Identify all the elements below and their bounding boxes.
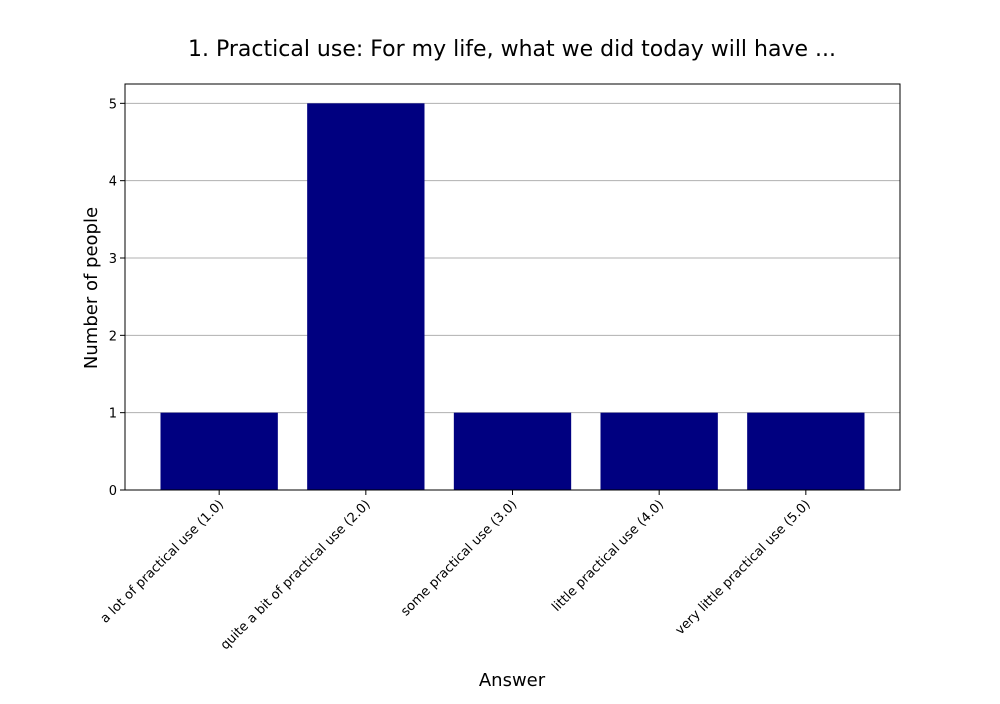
- y-tick-label: 0: [109, 484, 117, 499]
- bar: [600, 412, 718, 490]
- y-tick-label: 3: [109, 252, 117, 267]
- bar: [747, 412, 865, 490]
- x-axis-ticks: a lot of practical use (1.0)quite a bit …: [98, 490, 814, 653]
- x-tick-label: a lot of practical use (1.0): [98, 497, 227, 626]
- y-axis-ticks: 0 1 2 3 4 5: [109, 97, 125, 499]
- y-tick-label: 2: [109, 329, 117, 344]
- chart-title: 1. Practical use: For my life, what we d…: [188, 37, 836, 62]
- x-tick-label: quite a bit of practical use (2.0): [218, 497, 374, 653]
- y-tick-label: 5: [109, 97, 117, 112]
- x-tick-label: very little practical use (5.0): [673, 497, 814, 638]
- bar: [160, 412, 278, 490]
- bar: [453, 412, 572, 490]
- bar: [307, 103, 425, 490]
- y-tick-label: 4: [109, 175, 117, 190]
- x-tick-label: little practical use (4.0): [549, 497, 667, 615]
- x-tick-label: some practical use (3.0): [398, 497, 520, 619]
- y-axis-label: Number of people: [81, 207, 102, 369]
- y-tick-label: 1: [109, 407, 117, 422]
- x-axis-label: Answer: [479, 670, 546, 691]
- bars: [160, 103, 865, 490]
